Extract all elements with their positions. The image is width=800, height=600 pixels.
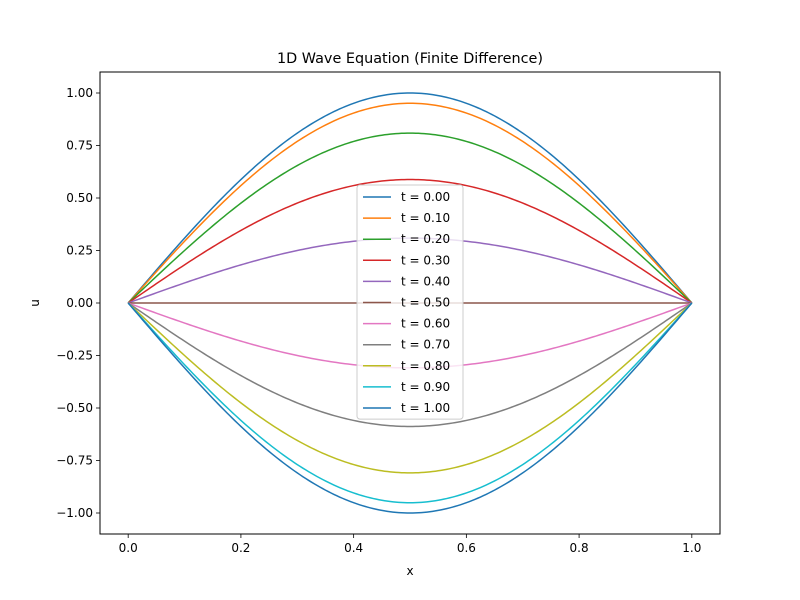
y-axis: −1.00 −0.75 −0.50 −0.25 0.00 0.25 0.50 0.75 1.00 — [56, 86, 100, 520]
x-tick-label: 1.0 — [682, 541, 701, 555]
legend-entry-7: t = 0.70 — [401, 338, 450, 352]
x-tick-label: 0.0 — [119, 541, 138, 555]
y-tick-label: −0.25 — [56, 349, 93, 363]
series-line-8 — [127, 302, 693, 474]
x-tick-label: 0.6 — [457, 541, 476, 555]
x-axis-label: x — [406, 564, 413, 578]
y-axis-label: u — [28, 299, 42, 307]
y-tick-label: −0.75 — [56, 454, 93, 468]
y-tick-label: 0.50 — [66, 191, 93, 205]
legend-entry-2: t = 0.20 — [401, 232, 450, 246]
legend-entry-10: t = 1.00 — [401, 401, 450, 415]
series-line-9 — [127, 302, 693, 504]
legend-entry-1: t = 0.10 — [401, 211, 450, 225]
x-tick-label: 0.2 — [231, 541, 250, 555]
series-line-7 — [127, 302, 693, 428]
legend-entry-4: t = 0.40 — [401, 274, 450, 288]
legend-entry-6: t = 0.60 — [401, 317, 450, 331]
series-line-10 — [127, 302, 693, 514]
x-tick-label: 0.8 — [570, 541, 589, 555]
legend-entry-5: t = 0.50 — [401, 296, 450, 310]
x-tick-label: 0.4 — [344, 541, 363, 555]
y-tick-label: −1.00 — [56, 506, 93, 520]
y-tick-label: 0.00 — [66, 296, 93, 310]
legend-entry-9: t = 0.90 — [401, 380, 450, 394]
chart-title: 1D Wave Equation (Finite Difference) — [277, 51, 543, 67]
series-line-1 — [127, 102, 693, 304]
series-line-0 — [127, 92, 693, 304]
legend-entry-3: t = 0.30 — [401, 253, 450, 267]
legend-entry-0: t = 0.00 — [401, 190, 450, 204]
y-tick-label: 1.00 — [66, 86, 93, 100]
y-tick-label: 0.25 — [66, 244, 93, 258]
legend: t = 0.00 t = 0.10 t = 0.20 t = 0.30 t = 0.40… — [356, 184, 464, 420]
legend-box — [356, 184, 464, 420]
y-tick-label: −0.50 — [56, 401, 93, 415]
x-axis: 0.0 0.2 0.4 0.6 0.8 1.0 — [119, 534, 701, 555]
series-line-2 — [127, 132, 693, 304]
y-tick-label: 0.75 — [66, 139, 93, 153]
legend-entry-8: t = 0.80 — [401, 359, 450, 373]
series-line-3 — [127, 178, 693, 304]
